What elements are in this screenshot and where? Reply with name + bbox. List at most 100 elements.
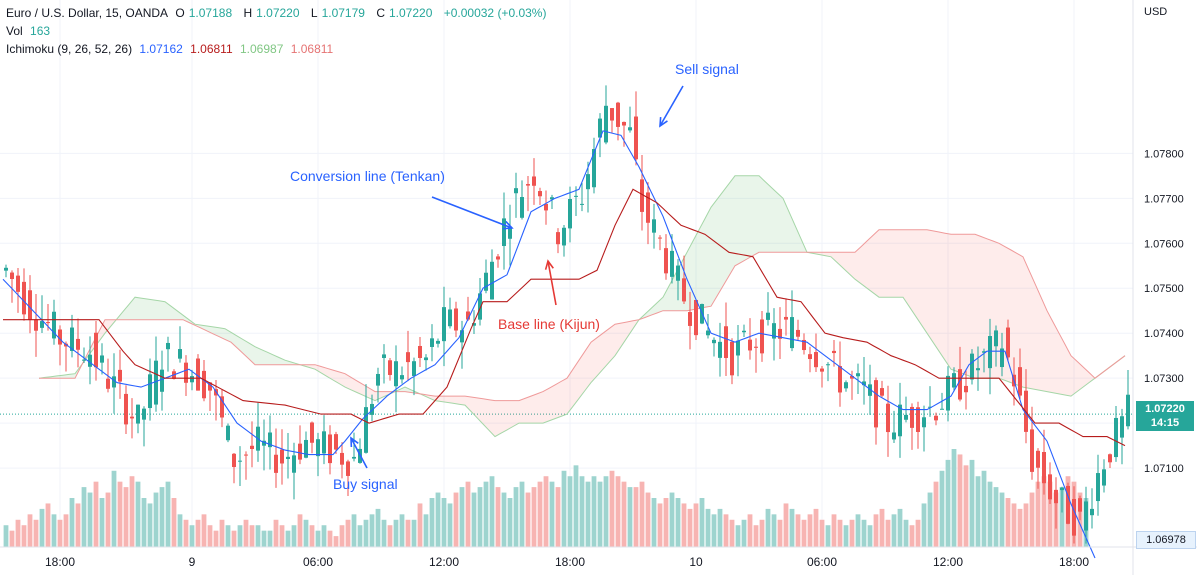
volume-bar bbox=[345, 519, 351, 547]
candle-body bbox=[22, 281, 26, 315]
volume-bar bbox=[339, 525, 345, 547]
cloud-segment bbox=[927, 229, 933, 343]
volume-bar bbox=[33, 519, 39, 547]
candle-body bbox=[88, 354, 92, 367]
volume-bar bbox=[567, 476, 573, 547]
candle-body bbox=[394, 361, 398, 387]
kijun-label: Base line (Kijun) bbox=[498, 316, 600, 332]
volume-bar bbox=[105, 492, 111, 547]
candle-body bbox=[994, 330, 998, 347]
candle-body bbox=[574, 195, 578, 197]
candle-body bbox=[1018, 367, 1022, 396]
volume-bar bbox=[153, 492, 159, 547]
candle-body bbox=[1120, 416, 1124, 438]
cloud-segment bbox=[525, 396, 531, 424]
cloud-segment bbox=[885, 229, 891, 298]
cloud-segment bbox=[315, 364, 321, 373]
candle-body bbox=[76, 338, 80, 350]
cloud-segment bbox=[207, 326, 213, 334]
candle-body bbox=[58, 329, 62, 345]
volume-bar bbox=[141, 498, 147, 547]
candle-body bbox=[28, 290, 32, 321]
currency-label[interactable]: USD bbox=[1144, 6, 1168, 18]
candle-body bbox=[934, 415, 938, 421]
price-axis[interactable]: 1.071001.072001.073001.074001.075001.076… bbox=[1144, 148, 1184, 475]
volume-bar bbox=[129, 476, 135, 547]
x-tick-label: 18:00 bbox=[555, 555, 585, 569]
cloud-segment bbox=[765, 181, 771, 253]
cloud-segment bbox=[771, 187, 777, 253]
volume-bar bbox=[513, 487, 519, 547]
ichimoku-label: Ichimoku (9, 26, 52, 26) bbox=[6, 42, 133, 56]
volume-bar bbox=[747, 514, 753, 547]
volume-bar bbox=[717, 508, 723, 547]
volume-bar bbox=[543, 476, 549, 547]
candle-body bbox=[958, 369, 962, 400]
cloud-segment bbox=[999, 243, 1005, 381]
cloud-segment bbox=[435, 396, 441, 402]
cloud-segment bbox=[453, 396, 459, 405]
candle-body bbox=[436, 340, 440, 344]
cloud-segment bbox=[861, 241, 867, 289]
volume-bar bbox=[465, 481, 471, 547]
cloud-segment bbox=[933, 230, 939, 352]
volume-bar bbox=[165, 481, 171, 547]
tenkan-arrow bbox=[431, 196, 513, 229]
volume-bar bbox=[57, 519, 63, 547]
candle-body bbox=[646, 192, 650, 223]
volume-bar bbox=[177, 514, 183, 547]
volume-bar bbox=[99, 498, 105, 547]
volume-bar bbox=[891, 514, 897, 547]
candle-body bbox=[370, 403, 374, 415]
candle-body bbox=[748, 339, 752, 351]
cloud-segment bbox=[123, 304, 129, 320]
volume-bar bbox=[459, 487, 465, 547]
candle-body bbox=[118, 369, 122, 382]
kijun-arrow-head bbox=[544, 259, 554, 270]
volume-bar bbox=[621, 481, 627, 547]
volume-bar bbox=[1029, 492, 1035, 547]
volume-bar bbox=[489, 476, 495, 547]
cloud-segment bbox=[969, 234, 975, 379]
cloud-segment bbox=[183, 315, 189, 323]
candle-body bbox=[10, 272, 14, 279]
candle-body bbox=[460, 330, 464, 343]
cloud-segment bbox=[177, 310, 183, 320]
y-tick-label: 1.07300 bbox=[1144, 373, 1184, 385]
candle-body bbox=[1096, 473, 1100, 502]
candle-body bbox=[1036, 450, 1040, 468]
tenkan-line bbox=[2, 130, 1096, 559]
volume-bar bbox=[945, 459, 951, 547]
volume-bar bbox=[825, 525, 831, 547]
volume-bar bbox=[135, 481, 141, 547]
cloud-segment bbox=[447, 396, 453, 404]
volume-bar bbox=[147, 503, 153, 547]
volume-bar bbox=[615, 476, 621, 547]
candle-body bbox=[676, 265, 680, 281]
ichimoku-legend[interactable]: Ichimoku (9, 26, 52, 26) 1.07162 1.06811… bbox=[6, 42, 337, 56]
cloud-segment bbox=[621, 321, 627, 347]
volume-bar bbox=[1059, 487, 1065, 547]
volume-bar bbox=[27, 514, 33, 547]
volume-bar bbox=[435, 492, 441, 547]
candle-body bbox=[652, 219, 656, 233]
cloud-segment bbox=[963, 234, 969, 376]
symbol-name[interactable]: Euro / U.S. Dollar, 15, OANDA bbox=[6, 6, 169, 20]
candle-body bbox=[1108, 454, 1112, 463]
candle-body bbox=[616, 102, 620, 127]
candle-body bbox=[706, 330, 710, 336]
volume-bar bbox=[417, 503, 423, 547]
cloud-segment bbox=[609, 324, 615, 363]
candle-body bbox=[1030, 429, 1034, 472]
y-tick-label: 1.07700 bbox=[1144, 193, 1184, 205]
candle-body bbox=[538, 191, 542, 197]
candle-body bbox=[70, 327, 74, 351]
volume-bar bbox=[381, 519, 387, 547]
volume-bar bbox=[831, 514, 837, 547]
time-axis[interactable]: 18:00 9 06:00 12:00 18:00 10 06:00 12:00 18:00 bbox=[45, 555, 1089, 569]
volume-bar bbox=[357, 525, 363, 547]
candle-body bbox=[742, 330, 746, 333]
cloud-segment bbox=[1017, 253, 1023, 388]
candle-body bbox=[784, 316, 788, 320]
volume-legend[interactable]: Vol 163 bbox=[6, 24, 51, 38]
